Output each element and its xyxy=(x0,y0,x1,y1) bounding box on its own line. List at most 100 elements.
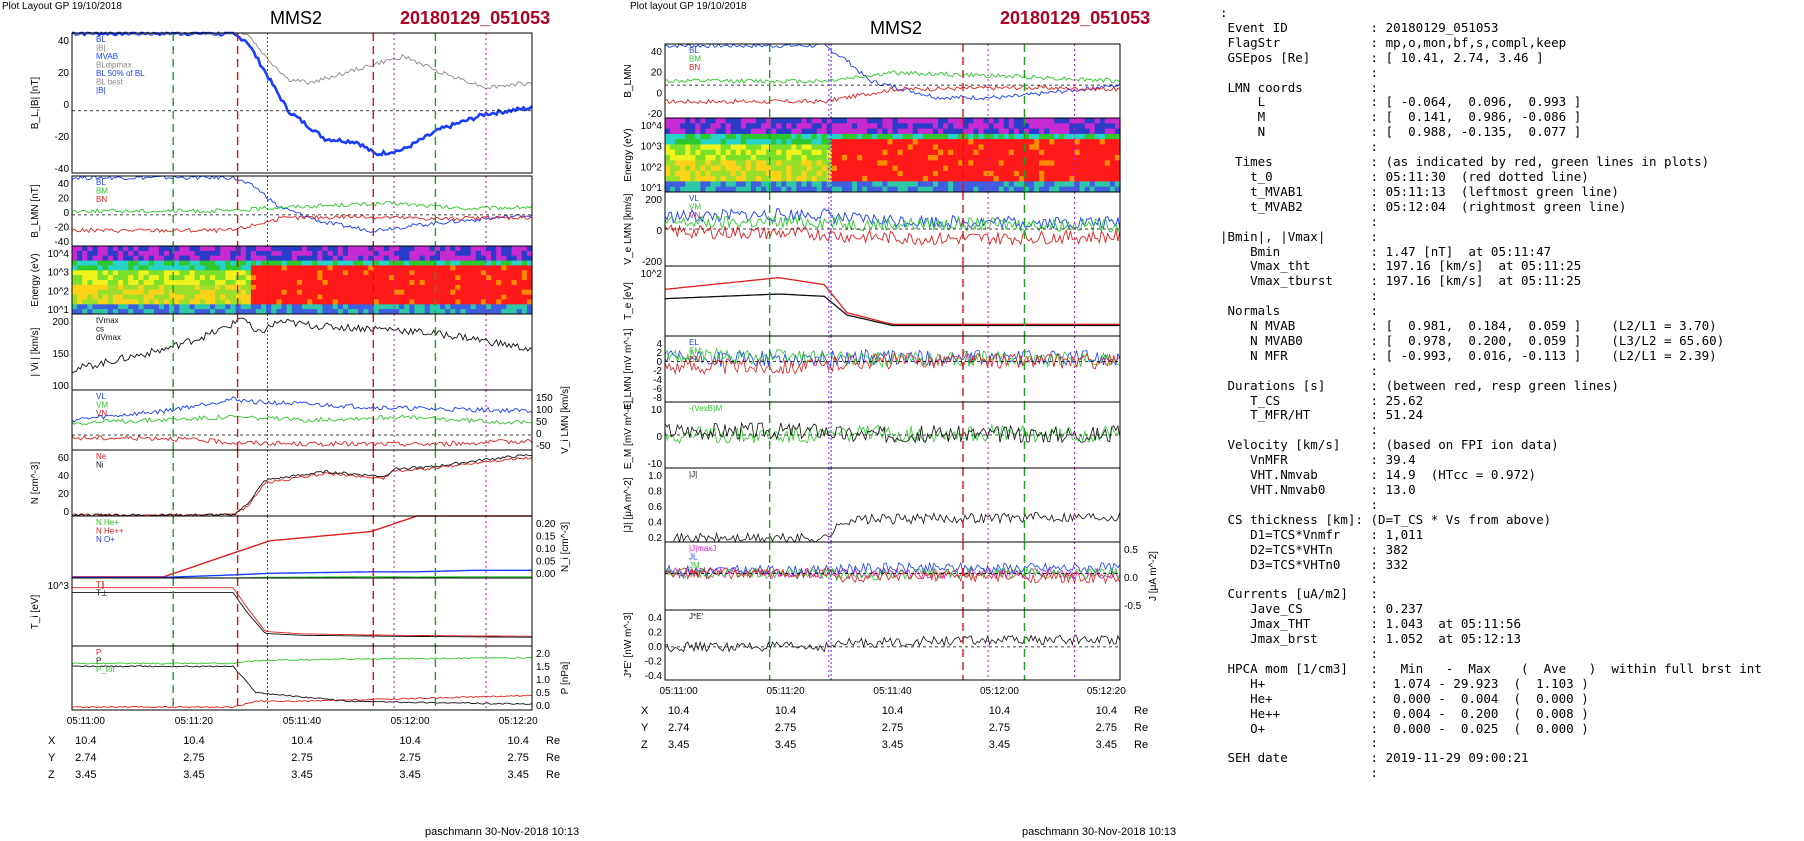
heatmap-cell xyxy=(1094,165,1101,172)
heatmap-cell xyxy=(867,186,873,193)
heatmap-cell xyxy=(917,170,924,177)
heatmap-cell xyxy=(516,250,523,257)
heatmap-cell xyxy=(1044,186,1050,193)
heatmap-cell xyxy=(877,149,883,156)
heatmap-cell xyxy=(927,128,934,135)
heatmap-cell xyxy=(342,246,349,252)
heatmap-cell xyxy=(1084,133,1091,140)
heatmap-cell xyxy=(1023,165,1030,172)
heatmap-cell xyxy=(1049,123,1055,130)
coord-value: 2.75 xyxy=(882,722,903,734)
heatmap-cell xyxy=(322,309,329,315)
heatmap-cell xyxy=(735,176,742,182)
heatmap-cell xyxy=(210,280,216,286)
series-line xyxy=(664,208,1121,230)
heatmap-cell xyxy=(1114,165,1121,172)
heatmap-cell xyxy=(862,118,868,124)
heatmap-cell xyxy=(158,284,165,291)
heatmap-cell xyxy=(353,299,359,305)
heatmap-cell xyxy=(948,170,954,177)
heatmap-cell xyxy=(877,118,883,124)
heatmap-cell xyxy=(766,186,772,193)
heatmap-cell xyxy=(112,284,119,291)
heatmap-cell xyxy=(917,128,924,135)
heatmap-cell xyxy=(460,250,467,257)
heatmap-cell xyxy=(486,294,492,301)
heatmap-cell xyxy=(720,186,727,193)
heatmap-cell xyxy=(496,246,502,252)
heatmap-cell xyxy=(938,128,944,135)
heatmap-cell xyxy=(826,118,833,124)
heatmap-cell xyxy=(912,181,919,188)
heatmap-cell xyxy=(133,250,139,257)
y-tick-label: 150 xyxy=(52,349,69,360)
heatmap-cell xyxy=(1089,176,1096,182)
heatmap-cell xyxy=(922,144,929,151)
heatmap-cell xyxy=(872,170,878,177)
heatmap-cell xyxy=(521,275,528,281)
heatmap-cell xyxy=(968,133,974,140)
heatmap-cell xyxy=(475,309,482,315)
heatmap-cell xyxy=(87,289,93,296)
heatmap-cell xyxy=(1029,181,1035,188)
heatmap-cell xyxy=(245,246,252,252)
heatmap-cell xyxy=(887,139,894,145)
heatmap-cell xyxy=(912,149,919,156)
heatmap-cell xyxy=(887,186,894,193)
heatmap-cell xyxy=(475,265,482,271)
heatmap-cell xyxy=(771,118,777,124)
legend-entry: BL 50% of BL xyxy=(96,69,145,78)
heatmap-cell xyxy=(806,133,813,140)
heatmap-cell xyxy=(1089,165,1096,172)
heatmap-cell xyxy=(199,294,206,301)
heatmap-cell xyxy=(735,128,742,135)
heatmap-cell xyxy=(1029,176,1035,182)
heatmap-cell xyxy=(102,275,109,281)
heatmap-cell xyxy=(296,284,303,291)
heatmap-cell xyxy=(745,181,752,188)
heatmap-cell xyxy=(291,299,298,305)
heatmap-cell xyxy=(1044,181,1050,188)
heatmap-cell xyxy=(353,294,359,301)
heatmap-cell xyxy=(92,275,99,281)
y-tick-label: 10^3 xyxy=(641,142,663,153)
coord-value: 10.4 xyxy=(291,735,312,747)
heatmap-cell xyxy=(475,275,482,281)
heatmap-cell xyxy=(404,250,410,257)
heatmap-cell xyxy=(138,246,145,252)
heatmap-cell xyxy=(204,275,211,281)
heatmap-cell xyxy=(761,165,767,172)
heatmap-cell xyxy=(1074,155,1081,161)
heatmap-cell xyxy=(184,309,191,315)
heatmap-cell xyxy=(317,260,323,267)
heatmap-cell xyxy=(256,275,262,281)
heatmap-cell xyxy=(465,265,472,271)
heatmap-cell xyxy=(475,246,482,252)
heatmap-cell xyxy=(240,294,247,301)
heatmap-cell xyxy=(445,270,451,276)
heatmap-cell xyxy=(877,170,883,177)
heatmap-cell xyxy=(143,250,150,257)
heatmap-cell xyxy=(1074,144,1081,151)
heatmap-cell xyxy=(771,170,777,177)
heatmap-cell xyxy=(852,133,858,140)
heatmap-cell xyxy=(399,250,405,257)
heatmap-cell xyxy=(230,250,237,257)
heatmap-cell xyxy=(715,118,722,124)
heatmap-cell xyxy=(1109,160,1116,167)
heatmap-cell xyxy=(348,299,354,305)
report-line: D2=TCS*VHTn : 382 xyxy=(1220,541,1409,557)
y-tick-label: 10^3 xyxy=(48,581,70,592)
heatmap-cell xyxy=(1049,149,1055,156)
heatmap-cell xyxy=(220,275,226,281)
heatmap-cell xyxy=(786,176,792,182)
heatmap-cell xyxy=(250,265,257,271)
heatmap-cell xyxy=(158,255,165,262)
heatmap-cell xyxy=(927,149,934,156)
heatmap-cell xyxy=(332,246,339,252)
heatmap-cell xyxy=(250,299,257,305)
heatmap-cell xyxy=(781,123,787,130)
heatmap-cell xyxy=(938,170,944,177)
y-tick-label: -20 xyxy=(55,223,70,234)
